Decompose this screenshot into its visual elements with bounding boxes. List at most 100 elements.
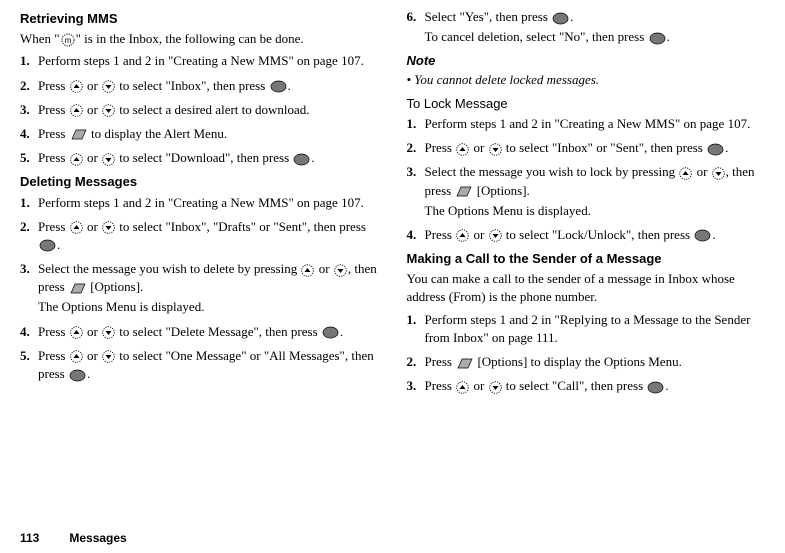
step-sub: The Options Menu is displayed. [38,298,379,316]
step-num: 4. [20,323,38,341]
step-body: Select the message you wish to lock by p… [425,163,766,220]
step-body: Press or to select "Download", then pres… [38,149,379,167]
up-icon [456,381,469,394]
step-body: Press or to select "Call", then press . [425,377,766,395]
down-icon [712,167,725,180]
step-sub: The Options Menu is displayed. [425,202,766,220]
select-icon [39,239,56,252]
up-icon [456,229,469,242]
up-icon [70,80,83,93]
softkey-icon [455,185,472,198]
up-icon [70,153,83,166]
softkey-icon [456,357,473,370]
step-num: 1. [20,52,38,70]
call-lead: You can make a call to the sender of a m… [407,270,766,306]
retrieving-steps: 1.Perform steps 1 and 2 in "Creating a N… [20,52,379,167]
step-body: Press or to select "Inbox", "Drafts" or … [38,218,379,254]
lock-steps: 1.Perform steps 1 and 2 in "Creating a N… [407,115,766,244]
down-icon [489,143,502,156]
step: 3.Press or to select a desired alert to … [20,101,379,119]
step-body: Perform steps 1 and 2 in "Replying to a … [425,311,766,347]
up-icon [301,264,314,277]
step-body: Press or to select "Inbox", then press . [38,77,379,95]
step: 6.Select "Yes", then press .To cancel de… [407,8,766,46]
step: 1.Perform steps 1 and 2 in "Creating a N… [20,194,379,212]
step-num: 5. [20,149,38,167]
step-body: Press or to select "Delete Message", the… [38,323,379,341]
page-footer: 113 Messages [20,530,127,547]
deleting-steps: 1.Perform steps 1 and 2 in "Creating a N… [20,194,379,384]
step-body: Select "Yes", then press .To cancel dele… [425,8,766,46]
up-icon [70,104,83,117]
step-body: Select the message you wish to delete by… [38,260,379,317]
select-icon [270,80,287,93]
step-sub: To cancel deletion, select "No", then pr… [425,28,766,46]
section-title-retrieving: Retrieving MMS [20,10,379,28]
step-num: 2. [407,139,425,157]
step: 3.Select the message you wish to lock by… [407,163,766,220]
section-title-lock: To Lock Message [407,95,766,113]
step: 1.Perform steps 1 and 2 in "Replying to … [407,311,766,347]
step-num: 3. [407,377,425,395]
down-icon [489,229,502,242]
step-body: Press to display the Alert Menu. [38,125,379,143]
step: 2.Press or to select "Inbox", then press… [20,77,379,95]
up-icon [70,350,83,363]
select-icon [69,369,86,382]
step: 4.Press or to select "Lock/Unlock", then… [407,226,766,244]
call-steps: 1.Perform steps 1 and 2 in "Replying to … [407,311,766,396]
step-num: 3. [407,163,425,220]
step-body: Press or to select "Inbox" or "Sent", th… [425,139,766,157]
step: 1.Perform steps 1 and 2 in "Creating a N… [20,52,379,70]
softkey-icon [70,128,87,141]
step-body: Press or to select a desired alert to do… [38,101,379,119]
right-column: 6.Select "Yes", then press .To cancel de… [407,8,766,401]
section-title-call: Making a Call to the Sender of a Message [407,250,766,268]
lead-post: " is in the Inbox, the following can be … [76,31,304,46]
softkey-icon [69,282,86,295]
page-number: 113 [20,531,39,545]
mms-icon [61,33,75,47]
down-icon [102,221,115,234]
up-icon [679,167,692,180]
step: 1.Perform steps 1 and 2 in "Creating a N… [407,115,766,133]
down-icon [489,381,502,394]
select-icon [322,326,339,339]
step-body: Press or to select "Lock/Unlock", then p… [425,226,766,244]
step: 2.Press or to select "Inbox", "Drafts" o… [20,218,379,254]
down-icon [102,326,115,339]
note-item: • You cannot delete locked messages. [407,71,766,89]
step-body: Perform steps 1 and 2 in "Creating a New… [38,52,379,70]
up-icon [456,143,469,156]
step: 4.Press or to select "Delete Message", t… [20,323,379,341]
lead-pre: When " [20,31,60,46]
footer-label: Messages [69,531,126,545]
note-title: Note [407,52,766,70]
step-num: 2. [20,218,38,254]
step: 3.Select the message you wish to delete … [20,260,379,317]
step: 2.Press [Options] to display the Options… [407,353,766,371]
step-body: Perform steps 1 and 2 in "Creating a New… [38,194,379,212]
select-icon [707,143,724,156]
down-icon [102,104,115,117]
step: 5.Press or to select "Download", then pr… [20,149,379,167]
up-icon [70,221,83,234]
delete-continued: 6.Select "Yes", then press .To cancel de… [407,8,766,46]
select-icon [647,381,664,394]
step-num: 5. [20,347,38,383]
step-num: 1. [407,115,425,133]
step-num: 1. [407,311,425,347]
retrieving-lead: When " " is in the Inbox, the following c… [20,30,379,48]
step: 5.Press or to select "One Message" or "A… [20,347,379,383]
step-num: 6. [407,8,425,46]
step: 2.Press or to select "Inbox" or "Sent", … [407,139,766,157]
down-icon [102,153,115,166]
step-num: 1. [20,194,38,212]
select-icon [649,32,666,45]
step-num: 4. [20,125,38,143]
step-num: 4. [407,226,425,244]
step-body: Press or to select "One Message" or "All… [38,347,379,383]
select-icon [293,153,310,166]
step-num: 2. [20,77,38,95]
select-icon [694,229,711,242]
